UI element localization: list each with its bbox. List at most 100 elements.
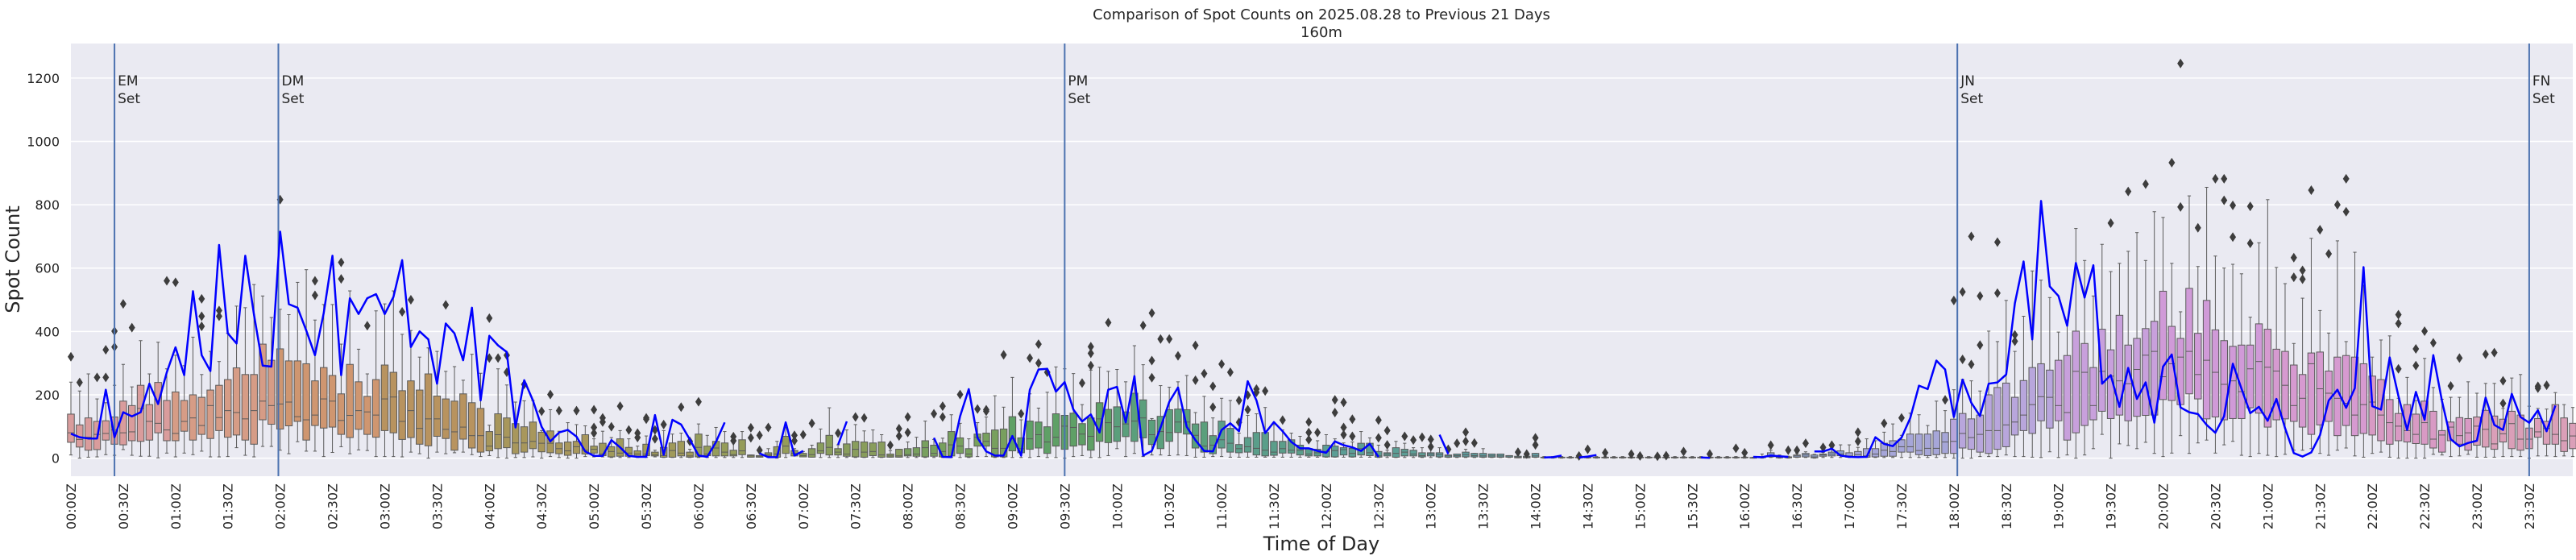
outlier-point (1785, 445, 1792, 455)
box-plot (642, 413, 650, 458)
box-plot (1165, 334, 1173, 456)
box-plot (1923, 425, 1932, 458)
y-tick-label: 400 (35, 324, 60, 339)
box (2490, 415, 2499, 450)
outlier-point (1628, 449, 1635, 459)
box (677, 441, 686, 457)
box-plot (2072, 228, 2080, 459)
box-plot (816, 428, 825, 458)
x-tick-label: 06:30Z (744, 483, 759, 529)
box (284, 360, 293, 426)
box-plot (311, 276, 319, 452)
outlier-point (2421, 326, 2429, 336)
box-plot (2115, 263, 2124, 445)
outlier-point (956, 389, 964, 400)
box (128, 404, 136, 442)
outlier-point (1950, 295, 1957, 305)
box-plot (1471, 438, 1479, 458)
box (1156, 416, 1165, 450)
outlier-point (1209, 402, 1217, 413)
outlier-point (1139, 320, 1147, 330)
box (1941, 432, 1949, 454)
box-plot (982, 404, 990, 458)
outlier-point (486, 353, 493, 363)
outlier-point (939, 401, 946, 412)
box (930, 444, 938, 457)
box (197, 396, 206, 435)
box-plot (450, 366, 458, 454)
box-plot (747, 422, 755, 458)
box-plot (128, 322, 136, 456)
outlier-point (1340, 422, 1347, 433)
box (2263, 329, 2272, 428)
set-line-label: Set (1068, 91, 1090, 107)
box (1026, 421, 1034, 450)
x-tick-label: 09:00Z (1005, 483, 1020, 529)
x-tick-label: 21:30Z (2313, 483, 2328, 529)
box-plot (1496, 453, 1505, 458)
box-plot (2238, 273, 2246, 456)
outlier-point (2395, 363, 2402, 374)
box-plot (2246, 201, 2255, 458)
box (1400, 449, 1408, 457)
outlier-point (1968, 359, 1975, 370)
box (2185, 288, 2193, 395)
box (537, 431, 545, 453)
outlier-point (634, 433, 641, 443)
box-plot (224, 333, 232, 458)
outlier-point (931, 409, 938, 419)
box (232, 367, 241, 436)
outlier-point (643, 414, 650, 425)
outlier-point (974, 404, 981, 414)
outlier-point (2011, 330, 2018, 340)
outlier-point (1602, 447, 1609, 458)
box (2446, 421, 2455, 442)
x-tick-label: 17:30Z (1894, 483, 1910, 529)
box (189, 394, 197, 441)
x-tick-label: 20:30Z (2208, 483, 2223, 529)
box (1043, 426, 1052, 454)
box (2054, 359, 2063, 421)
x-tick-label: 00:00Z (64, 483, 79, 529)
current-day-line (1544, 454, 1562, 459)
box-plot (84, 373, 93, 458)
box-plot (2133, 232, 2141, 450)
outlier-point (1418, 432, 1425, 442)
box-plot (590, 404, 598, 458)
box (1967, 418, 1976, 450)
box (337, 393, 346, 435)
box-plot (729, 431, 737, 458)
box (1889, 440, 1897, 457)
x-tick-label: 10:30Z (1162, 483, 1177, 529)
box (1854, 450, 1862, 458)
x-tick-label: 04:00Z (482, 483, 497, 529)
box (311, 380, 319, 426)
box-plot (2569, 407, 2576, 458)
outlier-point (2177, 201, 2184, 212)
x-tick-label: 16:00Z (1737, 483, 1753, 529)
box-plot (1400, 431, 1408, 458)
box-plot (807, 418, 816, 458)
box-plot (537, 406, 545, 459)
box (2063, 355, 2072, 441)
outlier-point (939, 412, 946, 422)
box (2482, 409, 2490, 448)
outlier-point (1000, 350, 1007, 360)
set-line-label: FN (2532, 73, 2551, 89)
outlier-point (895, 431, 902, 442)
box (956, 437, 964, 454)
chart-title: Comparison of Spot Counts on 2025.08.28 … (1093, 6, 1550, 23)
outlier-point (547, 389, 554, 400)
box (2429, 410, 2437, 449)
box-plot (2054, 331, 2063, 458)
x-tick-label: 18:00Z (1947, 483, 1962, 529)
box-plot (2019, 315, 2028, 458)
box-plot (2194, 222, 2202, 444)
box (154, 382, 162, 433)
box (416, 389, 424, 445)
box-plot (668, 433, 677, 458)
outlier-point (1087, 360, 1094, 371)
box (2298, 374, 2307, 428)
outlier-point (1532, 440, 1539, 450)
x-tick-label: 12:30Z (1371, 483, 1387, 529)
